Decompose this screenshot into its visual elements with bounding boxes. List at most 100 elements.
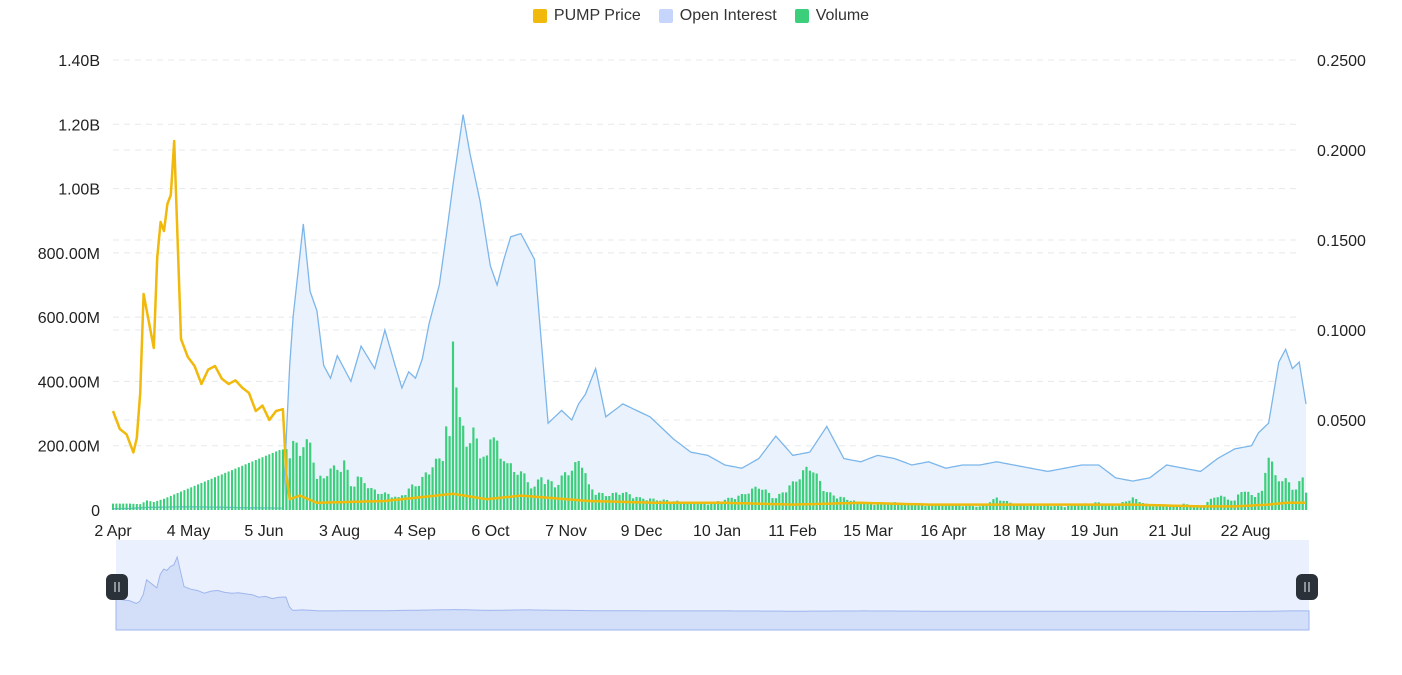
- volume-bar: [706, 504, 709, 510]
- volume-bar: [662, 499, 665, 510]
- volume-bar: [373, 489, 376, 510]
- volume-bar: [523, 473, 526, 510]
- volume-bar: [499, 458, 502, 510]
- x-tick: 2 Apr: [94, 523, 132, 540]
- volume-swatch: [794, 9, 809, 23]
- volume-bar: [530, 488, 533, 510]
- x-tick: 15 Mar: [843, 523, 893, 540]
- volume-bar: [353, 486, 356, 510]
- volume-bar: [1033, 505, 1036, 510]
- price-series: [111, 139, 1306, 508]
- volume-bar: [1274, 475, 1277, 510]
- volume-bar: [142, 502, 145, 510]
- volume-bar: [370, 488, 373, 510]
- volume-bar: [210, 478, 213, 510]
- volume-bar: [1080, 503, 1083, 510]
- volume-bar: [846, 499, 849, 510]
- legend-item-price[interactable]: PUMP Price: [532, 7, 641, 25]
- legend-item-volume[interactable]: Volume: [794, 7, 869, 25]
- volume-bar: [1247, 491, 1250, 510]
- right-axis: 0.0500 0.1000 0.1500 0.2000 0.2500: [1317, 53, 1366, 430]
- volume-bar: [1101, 504, 1104, 510]
- open-interest-series: [112, 114, 1307, 510]
- volume-bar: [577, 461, 580, 510]
- x-tick: 7 Nov: [545, 523, 587, 540]
- volume-bar: [1209, 498, 1212, 510]
- volume-bar: [1237, 494, 1240, 510]
- volume-bar: [366, 488, 370, 510]
- volume-bar: [1148, 505, 1151, 510]
- volume-bar: [455, 387, 458, 510]
- volume-bar: [1260, 490, 1263, 510]
- volume-bar: [931, 505, 934, 510]
- slider-handle-left[interactable]: [106, 574, 128, 600]
- y-right-tick: 0.1500: [1317, 233, 1366, 250]
- volume-bar: [489, 439, 492, 510]
- volume-bar: [356, 476, 359, 510]
- x-tick: 11 Feb: [768, 523, 817, 540]
- volume-bar: [781, 492, 784, 510]
- legend-item-open-interest[interactable]: Open Interest: [658, 7, 777, 25]
- volume-bar: [241, 465, 244, 510]
- volume-bar: [275, 451, 278, 510]
- volume-bar: [757, 488, 760, 510]
- volume-bar: [1073, 505, 1077, 510]
- volume-bar: [1179, 504, 1182, 510]
- volume-bar: [445, 426, 448, 510]
- slider-handle-right[interactable]: [1296, 574, 1318, 600]
- volume-bar: [220, 474, 223, 510]
- volume-bar: [332, 465, 336, 510]
- volume-bar: [1050, 506, 1053, 510]
- volume-bar: [1097, 502, 1100, 510]
- volume-bar: [795, 481, 798, 510]
- volume-bar: [462, 425, 465, 510]
- volume-bar: [132, 503, 135, 510]
- volume-bar: [159, 499, 162, 510]
- open-interest-area: [113, 114, 1306, 510]
- volume-bar: [231, 470, 233, 510]
- volume-bar: [822, 491, 825, 510]
- volume-bar: [679, 501, 682, 510]
- volume-bar: [954, 504, 958, 510]
- volume-bar: [152, 502, 155, 510]
- volume-bar: [764, 489, 767, 510]
- volume-bar: [849, 500, 852, 510]
- volume-bar: [496, 440, 499, 510]
- open-interest-swatch: [658, 9, 673, 23]
- volume-bar: [863, 503, 866, 510]
- volume-bar: [1271, 461, 1274, 510]
- volume-bar: [295, 442, 298, 510]
- volume-bar: [564, 472, 567, 510]
- volume-bar: [1056, 505, 1060, 510]
- volume-bar: [465, 446, 468, 510]
- volume-bar: [1305, 492, 1308, 510]
- volume-bar: [1291, 489, 1294, 510]
- volume-bar: [479, 458, 482, 510]
- volume-bar: [649, 498, 652, 510]
- volume-bar: [768, 492, 771, 510]
- volume-bar: [1141, 503, 1145, 510]
- volume-bar: [927, 505, 930, 510]
- volume-bar: [1039, 505, 1043, 510]
- volume-bar: [492, 437, 495, 510]
- volume-bar: [900, 503, 903, 510]
- volume-bar: [118, 503, 121, 510]
- x-tick: 16 Apr: [920, 523, 967, 540]
- y-left-tick: 200.00M: [38, 439, 100, 456]
- volume-bar: [886, 504, 890, 510]
- volume-bar: [513, 472, 516, 510]
- x-tick: 19 Jun: [1070, 523, 1118, 540]
- price-line: [111, 139, 1306, 508]
- volume-bar: [659, 500, 662, 510]
- volume-bar: [812, 472, 815, 510]
- volume-bar: [309, 442, 312, 510]
- y-left-tick: 1.00B: [58, 182, 100, 199]
- volume-bar: [234, 468, 237, 510]
- volume-bar: [1009, 502, 1012, 510]
- y-left-tick: 800.00M: [38, 246, 100, 263]
- range-slider[interactable]: [106, 540, 1318, 631]
- volume-bar: [193, 485, 196, 510]
- volume-bar: [1281, 481, 1284, 510]
- volume-bar: [1155, 505, 1158, 510]
- x-tick: 10 Jan: [693, 523, 741, 540]
